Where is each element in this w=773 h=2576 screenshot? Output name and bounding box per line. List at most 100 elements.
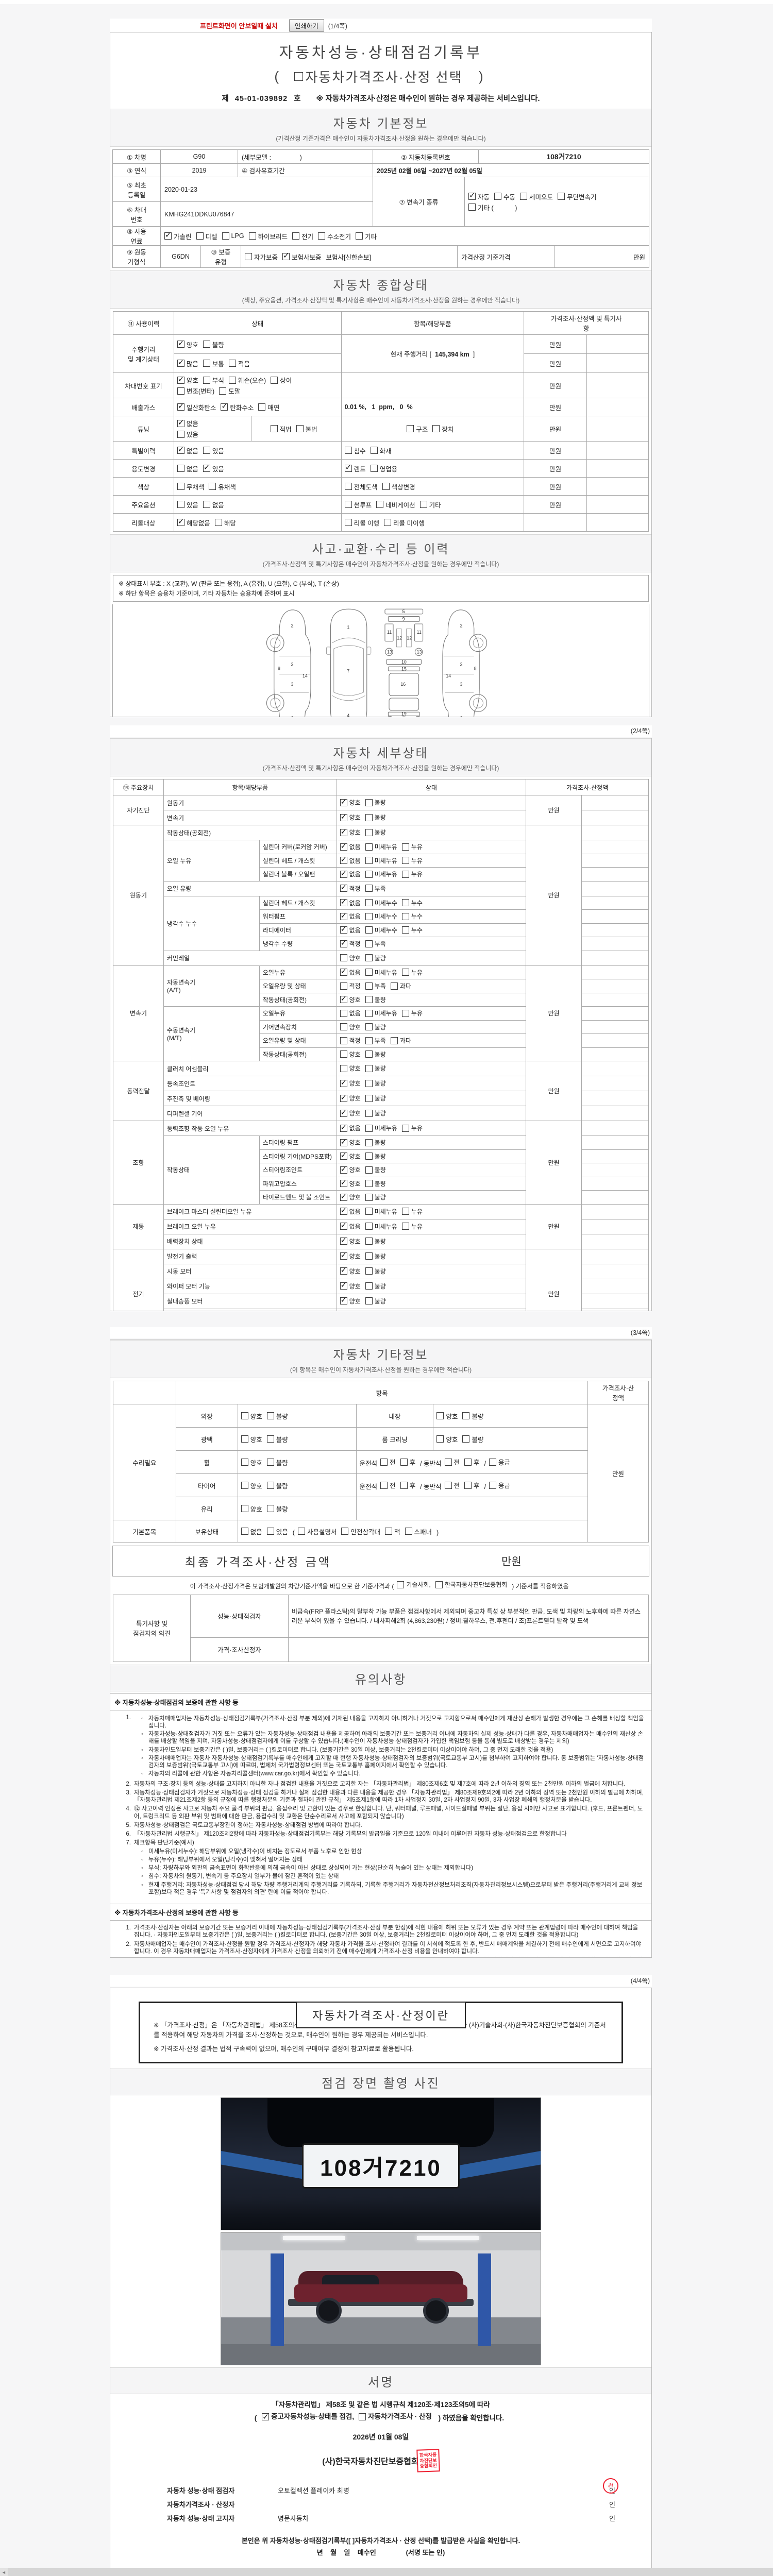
note-cell — [581, 1006, 649, 1021]
section-note: (이 항목은 매수인이 자동차가격조사·산정을 원하는 경우에만 적습니다) — [290, 1366, 472, 1374]
checkbox-unchecked: 적법 — [270, 424, 292, 434]
checkbox-checked: 보험사보증 — [282, 251, 322, 262]
checkbox-unchecked: 과다 — [390, 981, 411, 990]
price-cell: 만원 — [524, 398, 587, 416]
price-cell: 만원 — [524, 459, 587, 478]
item-label: 작동상태(공회전) — [163, 825, 337, 840]
checkbox-unchecked: 불량 — [365, 1165, 386, 1174]
notice-bullet: ◦ 미세누유(미세누수): 해당부위에 오일(냉각수)이 비치는 정도로서 부품 … — [141, 1848, 362, 1855]
option-text: 운전석 — [359, 1483, 378, 1490]
note-cell — [581, 1121, 649, 1136]
sign-row: 자동차 성능·상태 고지자 명문자동차 인 — [167, 2511, 651, 2525]
inspector-opinion-table: 특기사항 및 점검자의 의견 성능·상태점검자 비금속(FRP 플라스틱)의 탈부… — [110, 1594, 651, 1662]
legend-line-2: ※ 하단 항목은 승용차 기준이며, 기타 자동차는 승용차에 준하여 표시 — [119, 590, 295, 597]
note-cell — [586, 372, 649, 398]
svg-text:11: 11 — [417, 630, 422, 635]
state-options: 무채색 유채색 — [173, 477, 342, 496]
checkbox-unchecked: 무단변속기 — [558, 192, 597, 201]
inspector-role: 성능·상태점검자 — [190, 1594, 289, 1638]
checkbox-unchecked: 디젤 — [196, 231, 217, 241]
item-label: 오일유량 및 상태 — [259, 1033, 337, 1048]
state-options: 양호 불량 — [336, 1176, 527, 1191]
state-options: 양호 불량 — [336, 1263, 527, 1279]
print-toolbar: 프린트화면이 안보일때 설치 인쇄하기 (1/4쪽) — [110, 19, 652, 32]
fuel-options: 가솔린 디젤 LPG 하이브리드 전기 수소전기 기타 — [160, 227, 649, 245]
checkbox-checked: 많음 — [177, 358, 198, 368]
item-options: 양호 불량 — [237, 1404, 357, 1428]
checkbox-unchecked: 전 — [380, 1480, 396, 1490]
checkbox-unchecked: 응급 — [489, 1457, 510, 1467]
checkbox-unchecked: 매연 — [258, 402, 279, 412]
checkbox-unchecked: 해당 — [214, 518, 236, 528]
sign-law-line1: 「자동차관리법」 제58조 및 같은 법 시행규칙 제120조·제123조의5에… — [272, 2401, 490, 2409]
device-group-label: 조향 — [113, 1121, 164, 1205]
checkbox-unchecked: 화재 — [370, 446, 392, 455]
license-plate-number: 108거7210 — [320, 2156, 442, 2181]
state-options: 양호 불량 — [336, 1233, 527, 1249]
note-cell — [581, 950, 649, 966]
svg-text:6: 6 — [460, 716, 463, 717]
repair-group-label: 수리필요 — [113, 1404, 176, 1520]
sign-role: 자동차 성능·상태 고지자 — [167, 2515, 235, 2523]
checkbox-checked: 없음 — [177, 445, 198, 455]
row-label: 주요옵션 — [113, 495, 174, 514]
state-options: 양호 불량 — [336, 1106, 527, 1121]
item-label: 실내송풍 모터 — [163, 1293, 337, 1309]
model-year: 2019 — [160, 164, 238, 177]
device-group-label: 제동 — [113, 1204, 164, 1249]
checkbox-checked: 없음 — [340, 967, 361, 977]
vin-value: KMHG241DDKU076847 — [160, 202, 373, 226]
section-title: 자동차 세부상태 — [333, 747, 429, 760]
report-page-1: 자동차성능·상태점검기록부 ( 자동차가격조사·산정 선택 ) 제 45-01-… — [110, 32, 652, 717]
notice-item: 3. 자동차성능·상태점검자가 거짓으로 자동차성능·상태 점검을 하거나 실제 … — [126, 1789, 644, 1803]
checkbox-unchecked: 불량 — [365, 1282, 386, 1291]
note-cell — [581, 1061, 649, 1076]
section-photos-header: 점검 장면 촬영 사진 — [110, 2069, 651, 2096]
base-price-unit: 만원 — [554, 246, 649, 267]
document-subtitle: ( 자동차가격조사·산정 선택 ) — [110, 66, 651, 87]
install-notice-link[interactable]: 프린트화면이 안보일때 설치 — [200, 22, 278, 30]
checkbox-unchecked: 상이 — [271, 375, 292, 385]
detail-condition-table: ⑭ 주요장치 항목/해당부품 상태 가격조사·산정액 자기진단원동기양호불량만원… — [110, 779, 651, 1311]
item-options: 양호 불량 — [237, 1473, 357, 1497]
svg-text:12: 12 — [397, 635, 402, 640]
engine-type: G6DN — [160, 246, 200, 267]
field-label: ⑩ 보증 유형 — [200, 246, 241, 267]
price-cell: 만원 — [587, 1404, 649, 1543]
checkbox-unchecked: 미세누유 — [365, 856, 397, 865]
row-label: 배출가스 — [113, 398, 174, 416]
checkbox-unchecked: 불량 — [365, 954, 386, 962]
note-cell — [586, 353, 649, 373]
scroll-left-arrow-icon[interactable]: ◄ — [0, 2568, 8, 2576]
inspector-opinion-text: 비금속(FRP 플라스틱)의 탈부착 가능 부품은 점검사항에서 제외되며 중고… — [288, 1594, 649, 1638]
item-options — [341, 372, 525, 398]
row-label: 리콜대상 — [113, 513, 174, 532]
device-group-label: 변속기 — [113, 965, 164, 1061]
checkbox-checked: 해당없음 — [177, 517, 210, 528]
item-label: 오일누유 — [259, 1006, 337, 1021]
item-label: 실린더 블록 / 오일팬 — [259, 867, 337, 882]
svg-text:4: 4 — [347, 713, 349, 717]
buyer-confirm-line: 본인은 위 자동차성능·상태점검기록부([ ]자동차가격조사 · 산정 선택)를… — [241, 2537, 520, 2545]
checkbox-unchecked: 보통 — [203, 359, 224, 368]
lift-post-right — [478, 2253, 491, 2347]
checkbox-unchecked: 도말 — [219, 386, 240, 396]
checkbox-unchecked: 적정 — [340, 1036, 361, 1045]
checkbox-unchecked: 있음 — [266, 1527, 288, 1536]
opinions-label: 특기사항 및 점검자의 의견 — [113, 1594, 191, 1662]
note-cell — [581, 1136, 649, 1150]
state-options: 적정 부족 과다 — [336, 979, 527, 993]
svg-text:13: 13 — [417, 650, 422, 655]
note-cell — [581, 1218, 649, 1234]
item-options: 양호 불량 — [237, 1427, 357, 1451]
checkbox-checked: 양호 — [340, 1235, 361, 1246]
note-cell — [581, 1308, 649, 1311]
inspection-period: 2025년 02월 06일 ~2027년 02월 05일 — [373, 164, 649, 177]
horizontal-scrollbar[interactable]: ◄ — [0, 2568, 773, 2576]
basic-items-options: 없음 있음 (사용설명서 안전삼각대 잭 스패너) — [237, 1520, 589, 1543]
section-notice-header: 유의사항 — [110, 1664, 651, 1691]
state-options: 적정 부족 — [336, 937, 527, 951]
print-button[interactable]: 인쇄하기 — [289, 19, 324, 32]
